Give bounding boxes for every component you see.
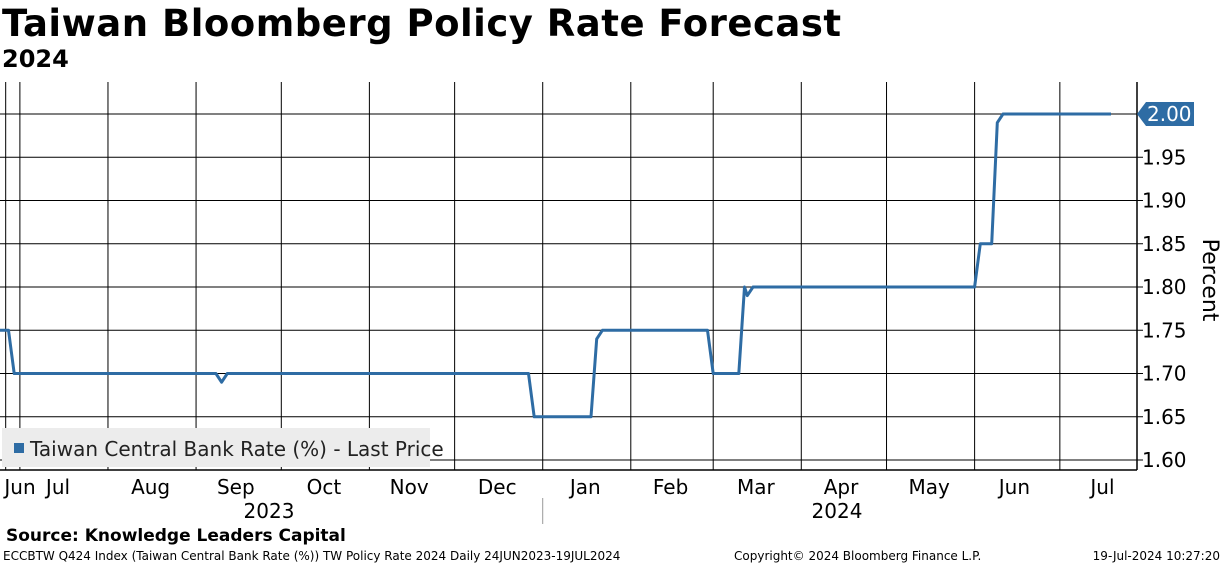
x-tick-label: Jul [44, 475, 70, 499]
x-tick-label: Nov [390, 475, 429, 499]
y-axis: 1.60 1.65 1.70 1.75 1.80 1.85 1.90 1.95 [1136, 82, 1187, 472]
legend: Taiwan Central Bank Rate (%) - Last Pric… [2, 428, 444, 467]
x-tick-label: Sep [217, 475, 255, 499]
x-tick-label: Oct [307, 475, 342, 499]
footer-timestamp: 19-Jul-2024 10:27:20 [1092, 549, 1220, 563]
last-price-tag: 2.00 [1137, 102, 1194, 126]
x-tick-label: Apr [824, 475, 859, 499]
x-tick-label: Dec [478, 475, 517, 499]
footer-index-info: ECCBTW Q424 Index (Taiwan Central Bank R… [3, 549, 621, 563]
x-year-label: 2023 [244, 499, 295, 523]
y-tick-label: 1.60 [1142, 448, 1187, 472]
series-line-taiwan-central-bank-rate [0, 112, 1111, 419]
y-tick-label: 1.75 [1142, 318, 1187, 342]
x-year-label: 2024 [812, 499, 863, 523]
last-price-tag-shape [1137, 102, 1194, 126]
gridlines [0, 82, 1137, 470]
footer-copyright: Copyright© 2024 Bloomberg Finance L.P. [734, 549, 982, 563]
x-tick-label: Jun [997, 475, 1030, 499]
y-tick-label: 1.85 [1142, 232, 1187, 256]
legend-swatch [14, 443, 24, 453]
x-axis: Jun Jul Aug Sep Oct Nov Dec Jan Feb Mar Apr May Jun J… [0, 469, 1137, 524]
chart-title: Taiwan Bloomberg Policy Rate Forecast [2, 2, 842, 45]
y-tick-label: 1.95 [1142, 145, 1187, 169]
x-tick-label: Jun [2, 475, 35, 499]
y-tick-label: 1.70 [1142, 362, 1187, 386]
chart-subtitle: 2024 [2, 45, 69, 73]
source-note: Source: Knowledge Leaders Capital [6, 526, 346, 546]
y-tick-label: 1.65 [1142, 405, 1187, 429]
y-axis-label: Percent [1197, 239, 1222, 322]
x-tick-label: Feb [653, 475, 688, 499]
last-price-value: 2.00 [1147, 102, 1192, 126]
x-tick-label: May [908, 475, 950, 499]
x-tick-label: Jan [568, 475, 601, 499]
y-tick-label: 1.80 [1142, 275, 1187, 299]
y-tick-label: 1.90 [1142, 189, 1187, 213]
x-tick-label: Mar [737, 475, 776, 499]
legend-label: Taiwan Central Bank Rate (%) - Last Pric… [30, 437, 444, 461]
x-tick-label: Jul [1088, 475, 1114, 499]
x-tick-label: Aug [131, 475, 170, 499]
